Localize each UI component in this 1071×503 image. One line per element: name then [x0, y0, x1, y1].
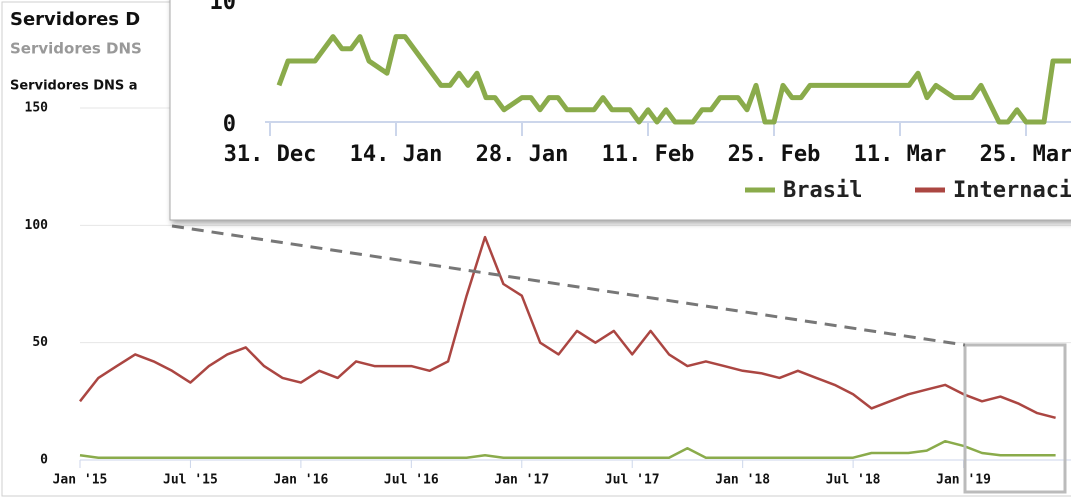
- data-line: [79, 235, 1056, 420]
- zoom-connector: [171, 224, 966, 347]
- x-tick-label: Jul '15: [163, 473, 218, 488]
- x-tick-label: 25. Mar: [980, 142, 1071, 167]
- zoom-box: [963, 343, 1067, 494]
- y-axis-label: Servidores DNS a: [10, 79, 138, 94]
- data-line: [276, 34, 1071, 125]
- x-tick-label: 11. Feb: [602, 142, 695, 167]
- legend-label: Brasil: [783, 178, 862, 203]
- x-tick-label: 11. Mar: [854, 142, 947, 167]
- legend-label: Internacional: [953, 178, 1071, 203]
- y-tick-label: 50: [32, 335, 48, 350]
- y-tick-label: 0: [40, 453, 48, 468]
- y-tick-label: 150: [25, 101, 49, 116]
- x-tick-label: Jan '17: [494, 473, 549, 488]
- x-tick-label: Jan '18: [715, 473, 770, 488]
- x-tick-label: Jan '15: [53, 473, 108, 488]
- x-tick-label: Jul '18: [826, 473, 881, 488]
- y-tick-label: 0: [223, 112, 236, 137]
- data-line: [79, 439, 1056, 459]
- x-tick-label: Jul '16: [384, 473, 439, 488]
- inset-plot: 0 10 31. Dec 14. Jan 28. Jan 11. Feb 25. Feb 11…: [210, 0, 1071, 203]
- x-tick-label: 31. Dec: [224, 142, 317, 167]
- x-tick-label: Jul '17: [605, 473, 660, 488]
- x-tick-label: 28. Jan: [476, 142, 569, 167]
- x-tick-label: Jan '16: [273, 473, 328, 488]
- y-tick-label: 100: [25, 218, 49, 233]
- x-tick-label: 14. Jan: [350, 142, 443, 167]
- chart-title: Servidores D: [10, 9, 140, 30]
- chart-subtitle: Servidores DNS: [10, 40, 142, 58]
- y-tick-label: 10: [210, 0, 237, 15]
- x-tick-label: 25. Feb: [728, 142, 821, 167]
